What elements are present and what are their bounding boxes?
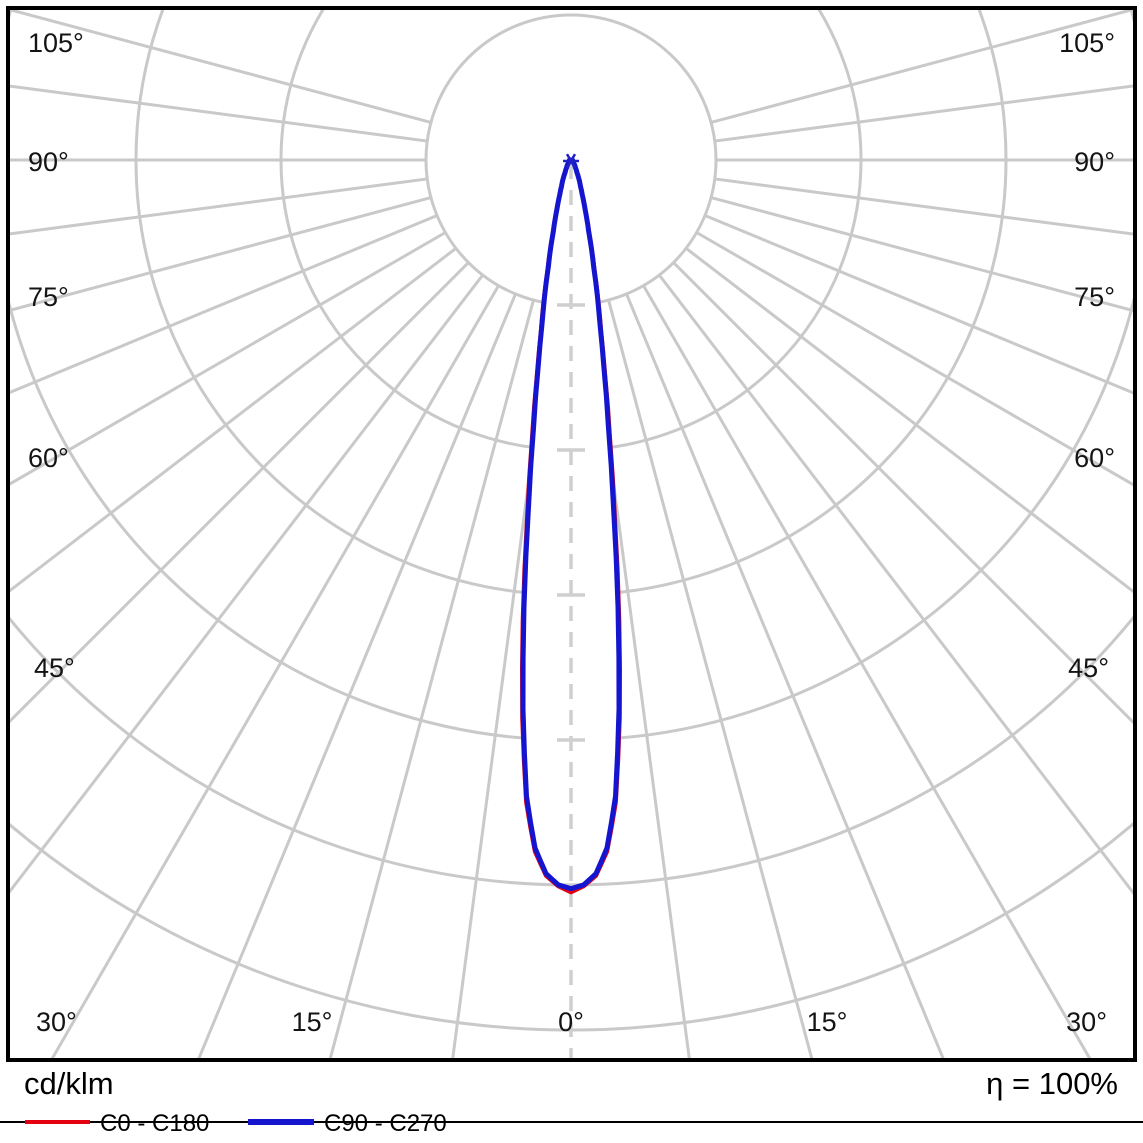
grid-radial-line — [10, 10, 432, 124]
grid-radial-line — [10, 214, 438, 394]
grid-radial-line — [710, 196, 1133, 313]
legend-label-c0: C0 - C180 — [100, 1110, 209, 1137]
gamma-angle-labels: 105° 105° 90° 90° 75° 75° 60° 60° 45° 45° 30° 30° 15… — [28, 28, 1115, 1037]
gamma-label-90-3: 90° — [1074, 147, 1115, 177]
gamma-label-90-2: 90° — [28, 147, 69, 177]
beam-lobe-fill — [522, 160, 620, 893]
grid-radial-line — [50, 284, 500, 1058]
grid-radial-line — [10, 196, 432, 312]
grid-radial-line — [10, 84, 428, 143]
grid-radial-line — [714, 84, 1133, 143]
grid-radial-line — [451, 303, 554, 1058]
gamma-label-105-1: 105° — [1059, 28, 1115, 58]
grid-radial-line — [685, 247, 1133, 594]
gamma-label-60-6: 60° — [28, 443, 69, 473]
legend-label-c90: C90 - C270 — [324, 1110, 447, 1137]
grid-radial-line — [642, 284, 1092, 1058]
gamma-label-30-10: 30° — [36, 1007, 77, 1037]
grid-radial-line — [714, 177, 1133, 236]
gamma-label-0-14: 0° — [558, 1007, 584, 1037]
star-spoke — [565, 153, 577, 169]
gamma-label-30-11: 30° — [1066, 1007, 1107, 1037]
grid-radial-line — [10, 231, 447, 486]
plot-border — [6, 6, 1137, 1062]
peak-star-marker — [563, 153, 579, 169]
grid-radial-line — [328, 299, 535, 1058]
gamma-label-75-5: 75° — [1074, 282, 1115, 312]
grid-radial-line — [704, 214, 1133, 395]
grid-radial-line — [695, 231, 1133, 487]
grid-radial-line — [588, 303, 691, 1058]
gamma-label-75-4: 75° — [28, 282, 69, 312]
grid-radial-line — [197, 293, 517, 1058]
grid-radial-line — [10, 274, 484, 894]
grid-radial-line — [10, 247, 457, 593]
gamma-label-45-9: 45° — [1068, 653, 1109, 683]
curve-c90-c270 — [520, 157, 622, 892]
intensity-curves — [520, 153, 622, 895]
grid-radial-line — [10, 261, 470, 724]
beam-lobe-white-fill — [522, 160, 620, 893]
gamma-label-45-8: 45° — [34, 653, 75, 683]
grid-radial-line — [607, 299, 814, 1058]
unit-label: cd/klm — [24, 1066, 114, 1101]
grid-radial-line — [672, 261, 1133, 725]
grid-radial-line — [710, 10, 1133, 124]
efficiency-label: η = 100% — [986, 1066, 1118, 1101]
gamma-label-60-7: 60° — [1074, 443, 1115, 473]
legend: cd/klm η = 100% C0 - C180 C90 - C270 — [0, 1066, 1143, 1137]
gamma-label-15-12: 15° — [292, 1007, 333, 1037]
gamma-label-15-13: 15° — [807, 1007, 848, 1037]
grid-radial-line — [658, 274, 1133, 895]
gamma-label-105-0: 105° — [28, 28, 84, 58]
grid-radial-line — [10, 177, 428, 236]
grid-radial-line — [625, 293, 945, 1058]
